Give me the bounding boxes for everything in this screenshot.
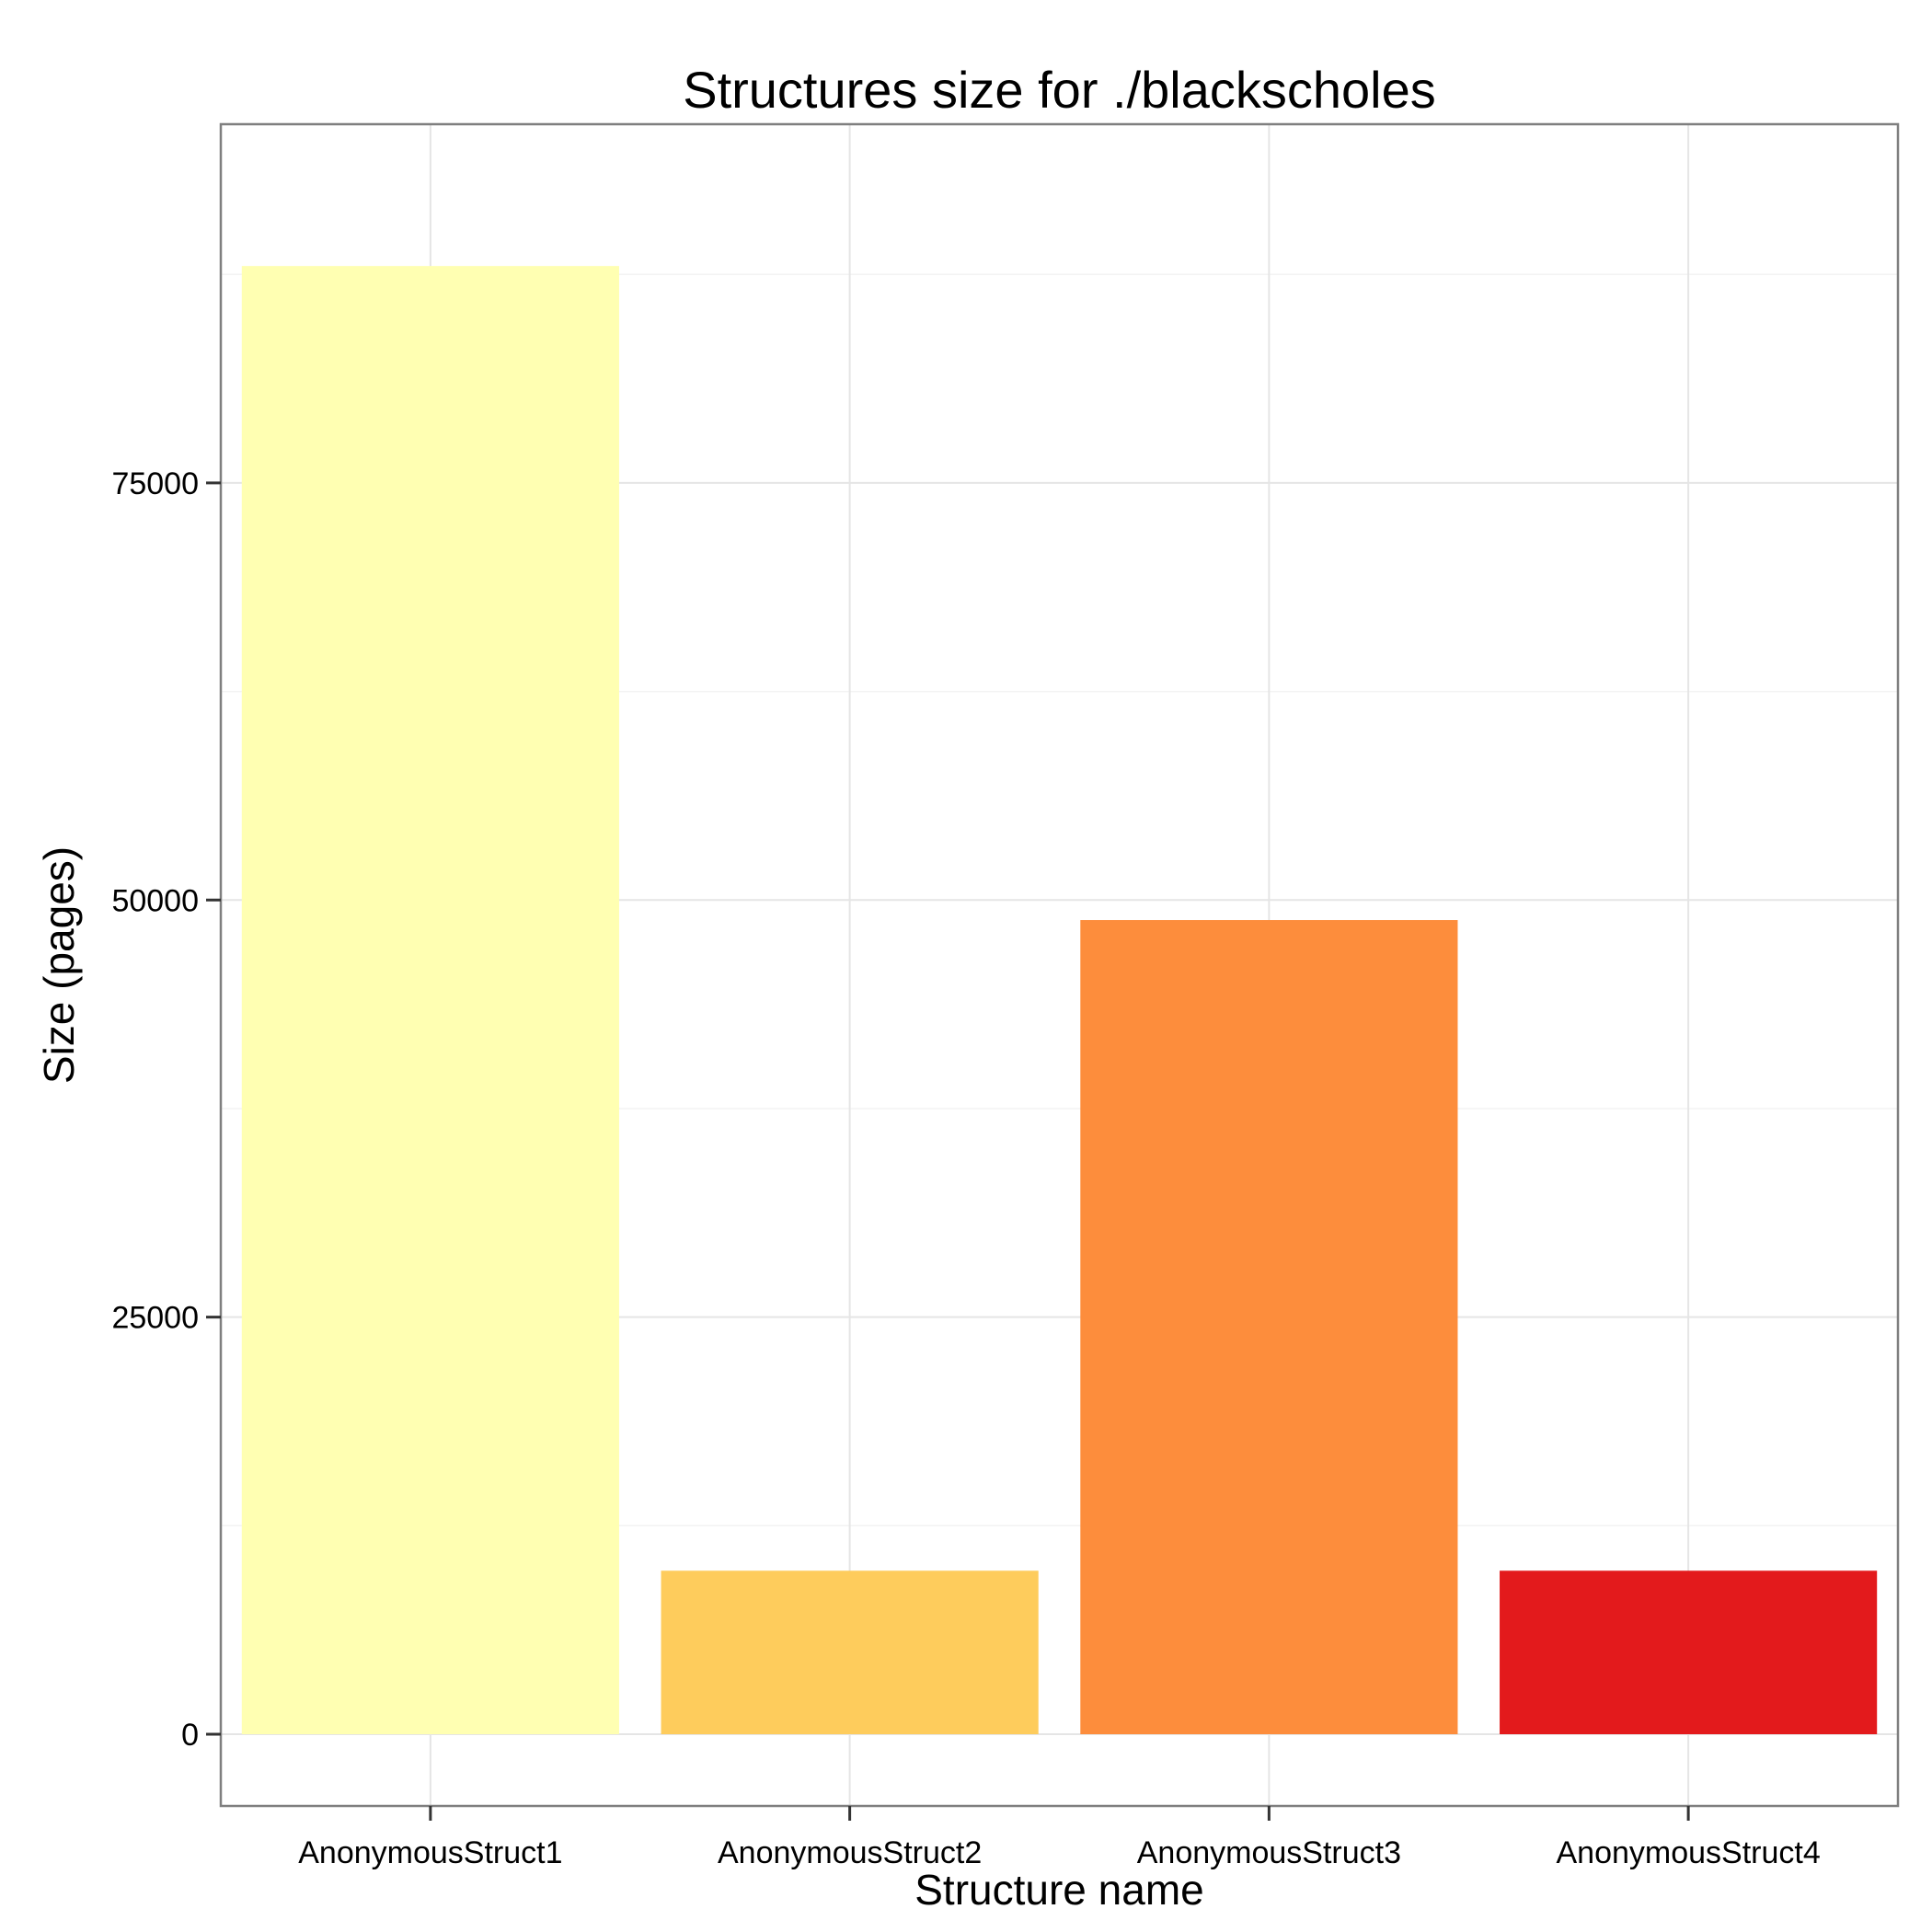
y-tick-label: 25000: [111, 1301, 199, 1336]
bar-AnonymousStruct3: [1080, 920, 1458, 1735]
x-axis-title: Structure name: [914, 1866, 1203, 1914]
bars: [241, 266, 1878, 1735]
x-tick-label: AnonymousStruct4: [1556, 1835, 1820, 1870]
chart-title: Structures size for ./blackscholes: [683, 61, 1436, 119]
x-tick-label: AnonymousStruct3: [1137, 1835, 1401, 1870]
bar-AnonymousStruct1: [241, 266, 619, 1735]
y-tick-label: 75000: [111, 466, 199, 501]
x-tick-label: AnonymousStruct1: [298, 1835, 562, 1870]
x-tick-label: AnonymousStruct2: [718, 1835, 982, 1870]
bar-AnonymousStruct2: [661, 1570, 1039, 1735]
axes: 0 25000 50000 75000 AnonymousStruct1 Anonymou…: [111, 466, 1820, 1870]
y-tick-label: 0: [181, 1718, 199, 1753]
y-axis-title: Size (pages): [35, 846, 83, 1084]
bar-AnonymousStruct4: [1500, 1570, 1878, 1735]
y-tick-label: 50000: [111, 883, 199, 918]
plot-panel-border: [219, 122, 1900, 1808]
